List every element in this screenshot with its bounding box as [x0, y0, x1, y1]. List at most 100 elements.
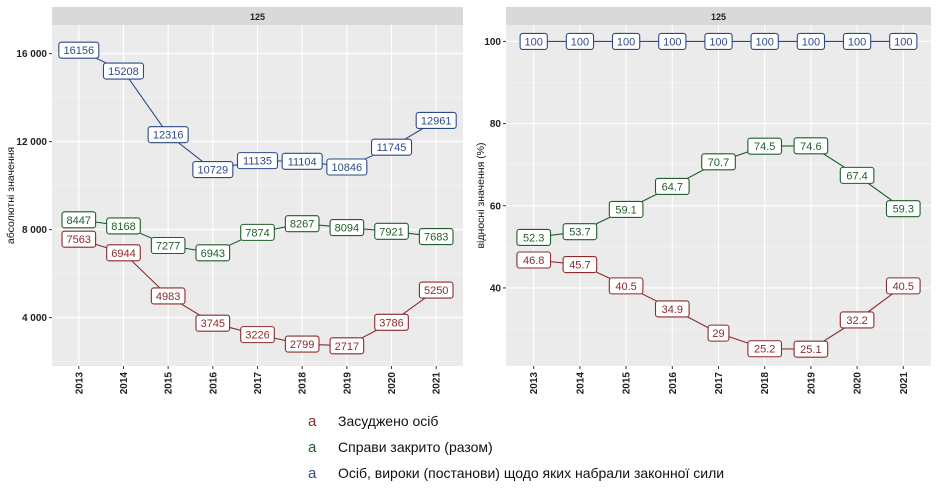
data-label-box [562, 223, 598, 241]
data-label-text: 7563 [67, 234, 91, 246]
data-label-text: 11745 [377, 142, 407, 154]
data-label-text: 8094 [335, 223, 359, 235]
data-label-total: 100 [704, 32, 733, 50]
y-axis-title: абсолютні значення [5, 147, 17, 244]
data-label-box [793, 137, 829, 155]
data-label-text: 59.3 [893, 204, 914, 216]
x-tick-label: 2019 [806, 372, 817, 395]
data-label-text: 7921 [379, 226, 403, 238]
data-label-total: 11104 [281, 152, 323, 170]
data-label-closed: 7874 [240, 223, 275, 241]
data-label-convicted: 2717 [329, 337, 365, 355]
x-tick-label: 2014 [575, 372, 586, 395]
data-label-text: 100 [525, 36, 543, 48]
data-label-text: 100 [848, 36, 866, 48]
x-tick-label: 2020 [853, 372, 864, 395]
data-label-text: 11135 [243, 156, 272, 168]
data-label-box [370, 138, 413, 156]
data-label-total: 100 [842, 32, 872, 50]
data-label-text: 10729 [198, 165, 229, 177]
data-label-box [565, 32, 595, 50]
data-label-closed: 8267 [284, 215, 320, 233]
data-label-convicted: 34.9 [654, 300, 690, 318]
data-label-text: 8168 [111, 221, 135, 233]
data-label-box [195, 314, 231, 332]
data-label-box [654, 300, 690, 318]
data-label-closed: 74.6 [793, 137, 829, 155]
data-label-box [793, 340, 829, 358]
data-label-text: 100 [709, 36, 727, 48]
data-label-closed: 67.4 [839, 166, 875, 184]
x-tick-label: 2021 [432, 372, 443, 395]
y-tick-label: 16 000 [16, 49, 47, 60]
data-label-convicted: 46.8 [516, 251, 552, 269]
data-label-box [374, 222, 409, 240]
data-label-box [747, 137, 783, 155]
data-label-text: 6943 [201, 248, 225, 260]
data-label-convicted: 7563 [61, 230, 97, 248]
data-label-text: 5250 [424, 285, 448, 297]
x-tick-label: 2020 [387, 372, 398, 395]
data-label-box [611, 32, 641, 50]
data-label-text: 29 [712, 328, 724, 340]
data-label-box [707, 324, 730, 342]
data-label-box [701, 153, 736, 171]
data-label-total: 100 [889, 32, 918, 50]
data-label-total: 15208 [102, 62, 145, 80]
data-label-text: 100 [571, 36, 589, 48]
data-label-text: 70.7 [708, 157, 729, 169]
x-tick-label: 2019 [342, 372, 353, 395]
data-label-box [329, 218, 365, 237]
panel-abs: 125 4 000 8 000 12 000 16 000 2013 2014 2015 201… [5, 7, 463, 394]
data-label-box [418, 228, 454, 246]
data-label-box [654, 177, 690, 196]
data-label-convicted: 29 [707, 324, 730, 342]
data-label-box [608, 277, 644, 295]
data-label-closed: 59.3 [885, 200, 921, 218]
data-label-box [106, 217, 141, 235]
data-label-box [562, 255, 598, 274]
data-label-text: 100 [663, 36, 681, 48]
data-label-box [516, 228, 552, 246]
data-label-text: 4983 [156, 291, 180, 303]
data-label-box [747, 340, 783, 358]
x-tick-label: 2021 [899, 372, 910, 395]
data-label-box [281, 152, 323, 170]
data-label-closed: 7277 [150, 236, 186, 255]
x-tick-label: 2017 [714, 372, 725, 395]
data-label-box [284, 215, 320, 233]
data-label-total: 10846 [326, 158, 368, 176]
data-label-box [240, 326, 275, 344]
data-label-text: 59.1 [615, 204, 636, 216]
data-label-box [58, 41, 100, 59]
data-label-total: 12316 [147, 126, 189, 144]
data-label-total: 100 [565, 32, 595, 50]
data-label-box [374, 313, 409, 331]
data-label-closed: 70.7 [701, 153, 736, 171]
data-label-box [839, 311, 875, 329]
facet-strip-label: 125 [711, 12, 726, 22]
data-label-text: 100 [756, 36, 774, 48]
facet-strip [506, 7, 931, 25]
x-tick-label: 2015 [164, 372, 175, 395]
data-label-total: 11135 [236, 152, 279, 170]
data-label-closed: 59.1 [608, 200, 644, 219]
legend-item-total: a Осіб, вироки (постанови) щодо яких наб… [308, 460, 724, 486]
data-label-closed: 53.7 [562, 223, 598, 241]
data-label-text: 25.2 [754, 344, 775, 356]
data-label-text: 34.9 [662, 304, 683, 316]
data-label-box [796, 32, 826, 50]
legend-label-total: Осіб, вироки (постанови) щодо яких набра… [338, 465, 725, 481]
data-label-text: 40.5 [893, 281, 914, 293]
y-tick-label: 80 [490, 119, 502, 130]
x-tick-label: 2018 [760, 372, 771, 395]
data-label-box [326, 158, 368, 176]
y-tick-label: 12 000 [16, 137, 47, 148]
data-label-convicted: 3786 [374, 313, 409, 331]
data-label-closed: 64.7 [654, 177, 690, 196]
x-tick-label: 2014 [119, 372, 130, 395]
legend-key-total: a [308, 464, 317, 482]
data-label-text: 45.7 [569, 260, 590, 272]
data-label-box [240, 223, 275, 241]
data-label-convicted: 45.7 [562, 255, 598, 274]
